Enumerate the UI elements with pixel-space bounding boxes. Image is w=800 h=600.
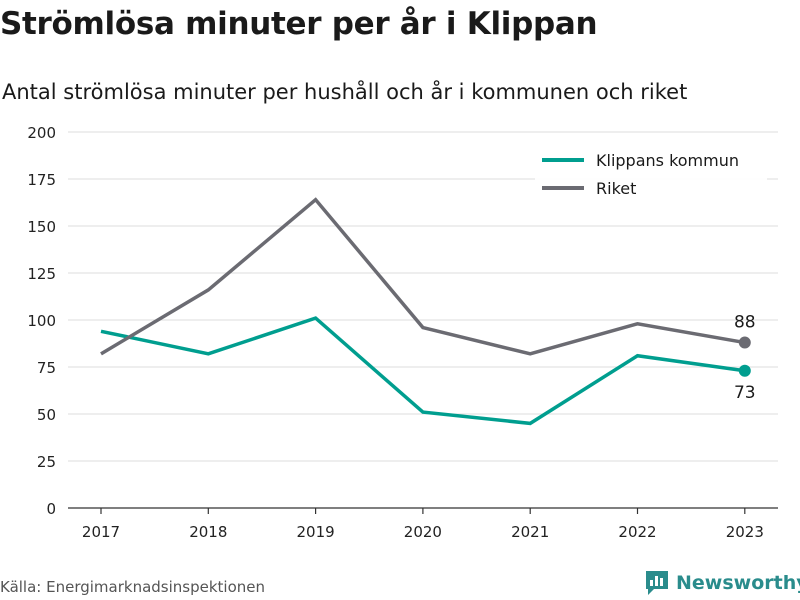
series-line-riket: [100, 197, 746, 356]
y-tick-label: 0: [46, 500, 56, 518]
source-note: Källa: Energimarknadsinspektionen: [0, 578, 266, 596]
data-label: 88: [734, 313, 756, 333]
x-tick-label: 2019: [297, 523, 335, 541]
x-tick-label: 2022: [618, 523, 656, 541]
chart-title: Strömlösa minuter per år i Klippan: [0, 6, 598, 42]
y-tick-label: 25: [37, 453, 56, 471]
x-tick-label: 2023: [726, 523, 764, 541]
brand-name: Newsworthy: [676, 572, 800, 594]
x-tick-label: 2020: [404, 523, 442, 541]
y-tick-label: 75: [37, 359, 56, 377]
x-tick-label: 2017: [82, 523, 120, 541]
y-tick-label: 100: [27, 312, 56, 330]
legend-label: Riket: [596, 179, 636, 198]
y-tick-label: 150: [27, 218, 56, 236]
series-end-point: [738, 364, 751, 377]
brand-logo: Newsworthy: [644, 569, 800, 597]
y-tick-label: 50: [37, 406, 56, 424]
newsworthy-icon: [646, 571, 668, 595]
legend-box: [535, 144, 767, 204]
chart-subtitle: Antal strömlösa minuter per hushåll och …: [2, 80, 688, 104]
series-end-point: [738, 336, 751, 349]
data-label: 73: [734, 383, 756, 403]
y-tick-label: 200: [27, 124, 56, 142]
legend-label: Klippans kommun: [596, 151, 739, 170]
y-tick-label: 175: [27, 171, 56, 189]
x-tick-label: 2018: [189, 523, 227, 541]
x-tick-label: 2021: [511, 523, 549, 541]
series-line-klippans-kommun: [100, 316, 746, 426]
y-tick-label: 125: [27, 265, 56, 283]
